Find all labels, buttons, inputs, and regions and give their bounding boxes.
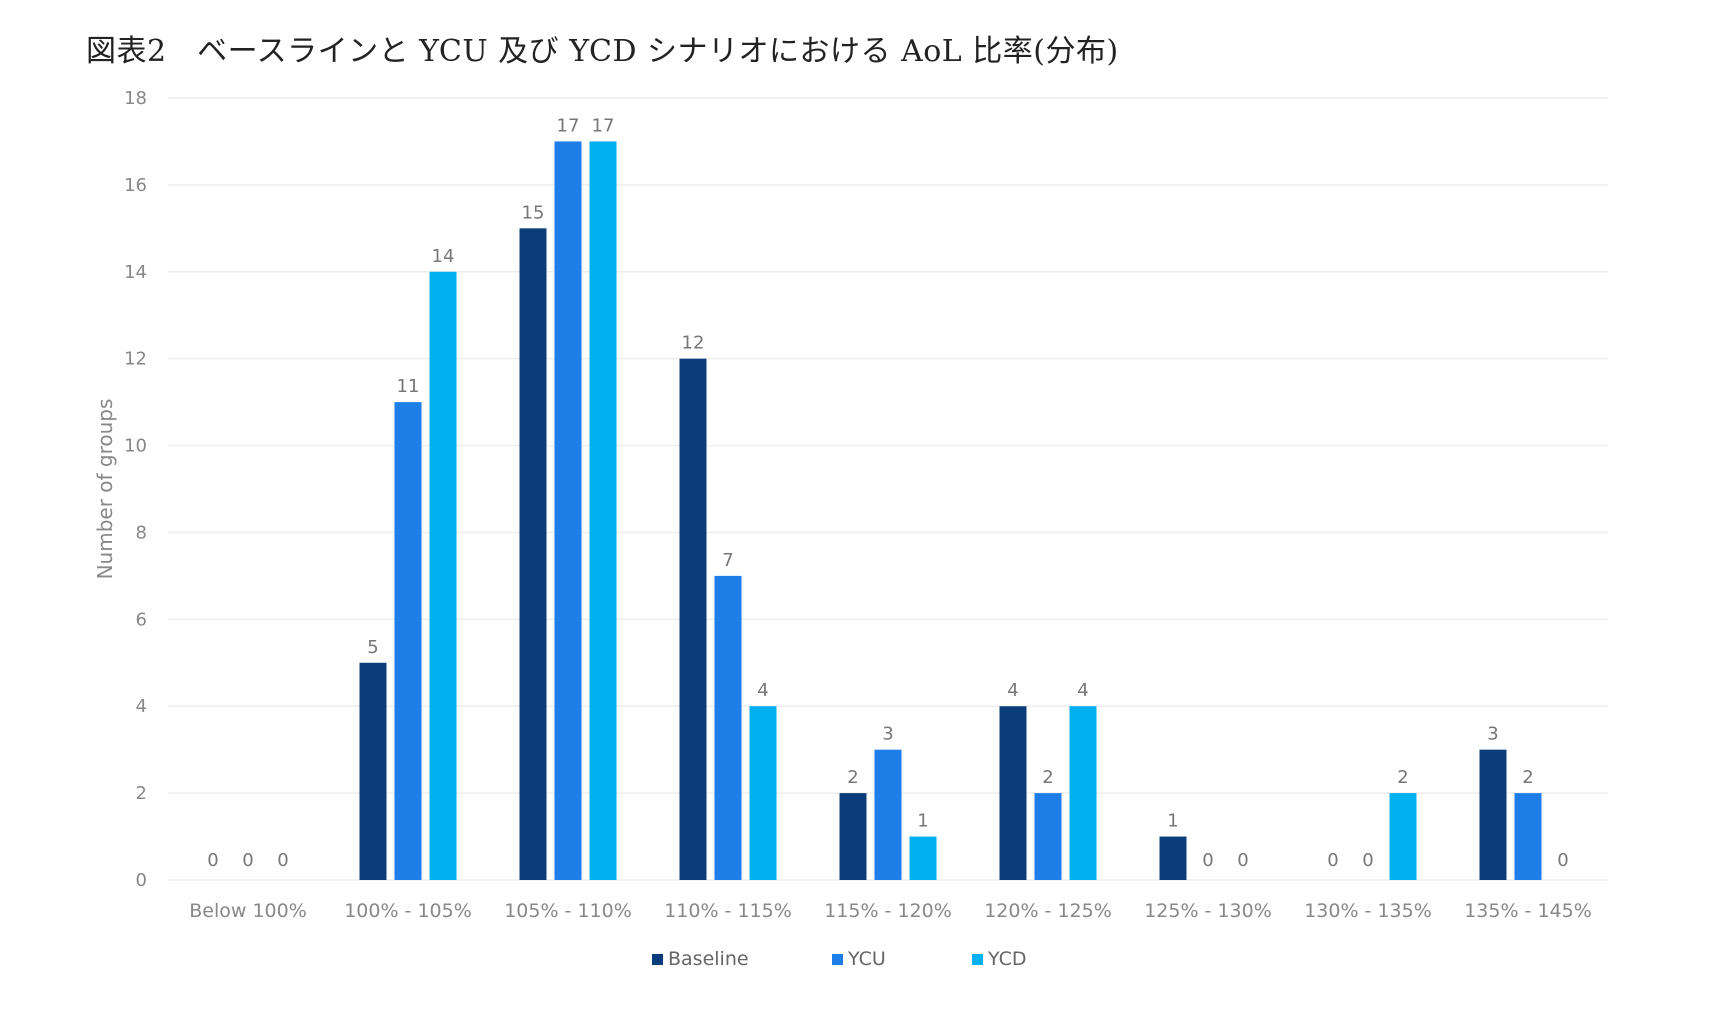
bars — [359, 141, 1542, 881]
data-label-baseline: 1 — [1167, 811, 1178, 832]
data-label-ycd: 2 — [1397, 767, 1408, 788]
data-label-ycd: 17 — [592, 115, 615, 136]
data-label-ycd: 1 — [917, 811, 928, 832]
y-tick-label: 6 — [136, 609, 147, 630]
data-label-baseline: 15 — [522, 202, 545, 223]
y-axis-ticks: 0 2 4 6 8 10 12 14 16 18 — [124, 88, 147, 891]
y-tick-label: 12 — [124, 349, 147, 370]
data-label-baseline: 5 — [367, 637, 378, 658]
data-label-ycd: 4 — [1077, 680, 1088, 701]
y-tick-label: 16 — [124, 175, 147, 196]
data-label-baseline: 3 — [1487, 724, 1498, 745]
bar-baseline — [999, 706, 1027, 880]
data-label-baseline: 0 — [1327, 850, 1338, 871]
x-category-label: 130% - 135% — [1304, 900, 1432, 922]
bar-ycd — [909, 836, 937, 880]
bar-ycu — [1034, 793, 1062, 880]
legend-swatch-baseline — [652, 954, 663, 965]
y-tick-label: 2 — [136, 783, 147, 804]
legend-label-ycd: YCD — [987, 948, 1026, 970]
bar-baseline — [519, 228, 547, 881]
data-label-ycd: 0 — [1557, 850, 1568, 871]
data-label-baseline: 2 — [847, 767, 858, 788]
data-label-baseline: 4 — [1007, 680, 1018, 701]
legend-swatch-ycd — [972, 954, 983, 965]
data-label-ycu: 7 — [722, 550, 733, 571]
x-axis-categories: Below 100% 100% - 105% 105% - 110% 110% - 1… — [189, 900, 1592, 922]
data-label-ycu: 0 — [242, 850, 253, 871]
data-label-ycd: 4 — [757, 680, 768, 701]
x-category-label: Below 100% — [189, 900, 307, 922]
bar-ycu — [394, 402, 422, 880]
y-tick-label: 18 — [124, 88, 147, 109]
legend-label-baseline: Baseline — [668, 948, 749, 970]
data-label-ycu: 0 — [1202, 850, 1213, 871]
legend-swatch-ycu — [832, 954, 843, 965]
data-label-ycd: 0 — [277, 850, 288, 871]
data-label-ycu: 17 — [557, 115, 580, 136]
bar-baseline — [1159, 836, 1187, 880]
x-category-label: 135% - 145% — [1464, 900, 1592, 922]
x-category-label: 125% - 130% — [1144, 900, 1272, 922]
bar-baseline — [1479, 749, 1507, 880]
bar-ycu — [714, 575, 742, 880]
bar-baseline — [839, 793, 867, 880]
legend: Baseline YCU YCD — [652, 948, 1026, 970]
y-tick-label: 10 — [124, 436, 147, 457]
bar-ycd — [1389, 793, 1417, 880]
bar-ycd — [749, 706, 777, 880]
y-tick-label: 8 — [136, 522, 147, 543]
chart-title: 図表2 ベースラインと YCU 及び YCD シナリオにおける AoL 比率(分… — [86, 34, 1119, 69]
data-label-ycu: 0 — [1362, 850, 1373, 871]
data-label-ycu: 11 — [397, 376, 420, 397]
x-category-label: 100% - 105% — [344, 900, 472, 922]
x-category-label: 115% - 120% — [824, 900, 952, 922]
y-axis-label: Number of groups — [93, 399, 117, 580]
x-category-label: 120% - 125% — [984, 900, 1112, 922]
y-tick-label: 0 — [136, 870, 147, 891]
y-tick-label: 14 — [124, 262, 147, 283]
bar-ycu — [1514, 793, 1542, 880]
data-label-ycd: 14 — [432, 246, 455, 267]
y-tick-label: 4 — [136, 696, 147, 717]
data-label-ycu: 2 — [1042, 767, 1053, 788]
x-category-label: 110% - 115% — [664, 900, 792, 922]
x-category-label: 105% - 110% — [504, 900, 632, 922]
bar-ycd — [589, 141, 617, 880]
legend-label-ycu: YCU — [847, 948, 886, 970]
bar-ycd — [429, 271, 457, 880]
bar-ycu — [554, 141, 582, 880]
bar-ycd — [1069, 706, 1097, 880]
data-label-baseline: 0 — [207, 850, 218, 871]
data-label-ycd: 0 — [1237, 850, 1248, 871]
data-label-ycu: 3 — [882, 724, 893, 745]
bar-ycu — [874, 749, 902, 880]
bar-baseline — [359, 662, 387, 880]
data-label-baseline: 12 — [682, 333, 705, 354]
data-label-ycu: 2 — [1522, 767, 1533, 788]
bar-baseline — [679, 358, 707, 881]
